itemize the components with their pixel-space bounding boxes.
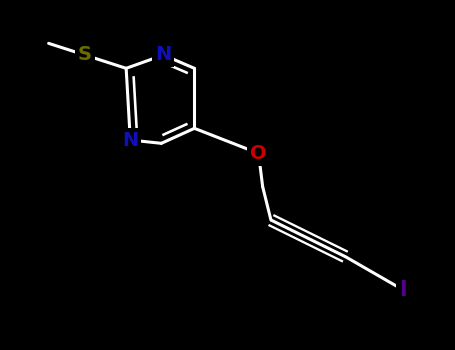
Text: S: S xyxy=(78,46,92,64)
Text: N: N xyxy=(122,131,138,149)
Text: O: O xyxy=(250,144,267,163)
Text: I: I xyxy=(399,280,407,300)
Text: N: N xyxy=(155,46,172,64)
